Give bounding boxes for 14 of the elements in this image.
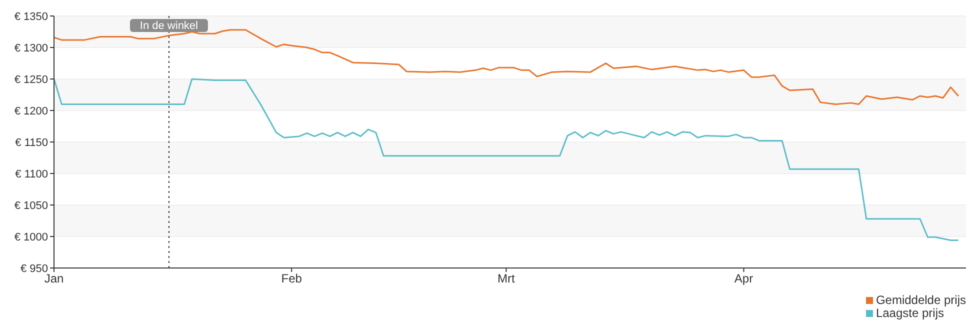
y-tick-label: € 1300 — [14, 42, 48, 54]
x-tick-label: Apr — [734, 272, 754, 286]
legend-label: Gemiddelde prijs — [876, 293, 966, 307]
x-tick-label: Mrt — [498, 272, 516, 286]
legend-label: Laagste prijs — [876, 306, 944, 320]
y-tick-label: € 1200 — [14, 105, 48, 118]
y-tick-label: € 1250 — [14, 74, 48, 86]
ref-line-label: In de winkel — [140, 20, 198, 32]
y-tick-label: € 1050 — [14, 200, 48, 212]
y-tick-label: € 1350 — [14, 10, 48, 23]
y-tick-label: € 1000 — [14, 231, 48, 244]
y-tick-label: € 1100 — [15, 168, 48, 180]
x-tick-label: Feb — [281, 272, 302, 286]
y-tick-label: € 1150 — [15, 136, 48, 149]
